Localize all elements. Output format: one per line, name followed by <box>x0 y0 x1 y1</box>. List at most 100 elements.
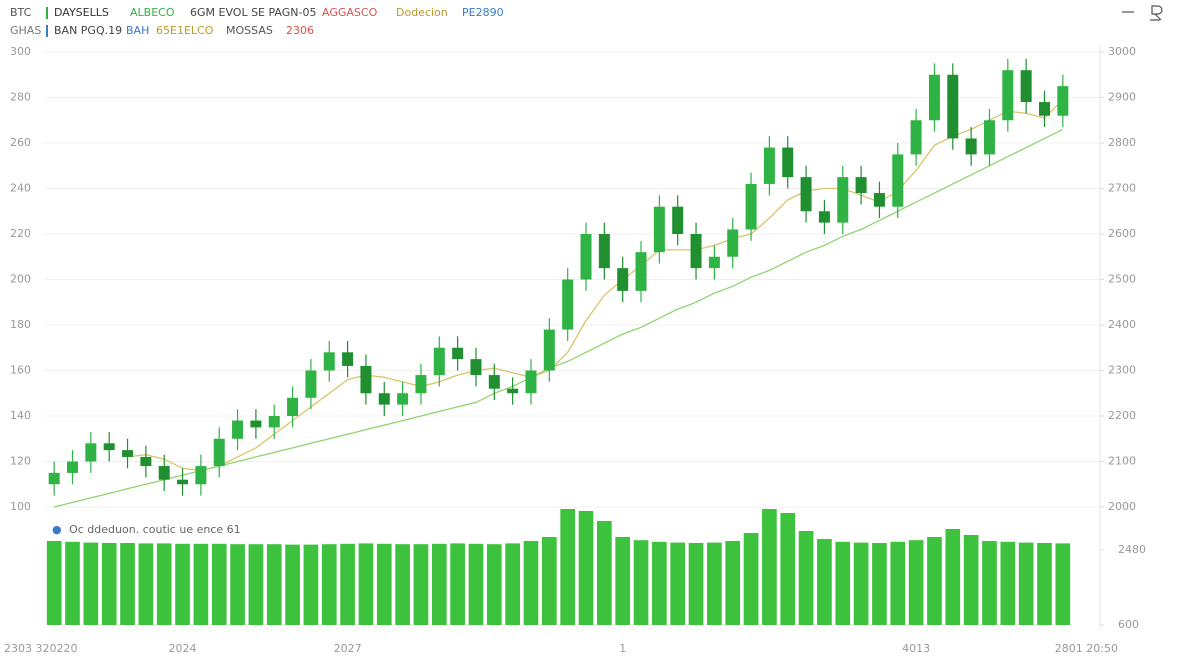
candle-body <box>268 416 280 428</box>
candle-body <box>103 443 115 451</box>
candle-body <box>653 206 665 253</box>
candle-body <box>1038 102 1050 116</box>
y2-tick-label: 3000 <box>1108 45 1136 58</box>
candle-body <box>67 461 79 473</box>
volume-bar <box>46 541 62 625</box>
candle-body <box>250 420 262 428</box>
volume-bar <box>633 540 649 625</box>
volume-bar <box>450 543 465 625</box>
volume-tick-label: 2480 <box>1118 543 1146 556</box>
candle-body <box>507 388 519 394</box>
volume-bar <box>83 542 99 625</box>
volume-bar <box>890 541 906 625</box>
volume-bar <box>707 542 722 625</box>
ma-line <box>54 128 1064 508</box>
y2-tick-label: 2900 <box>1108 91 1136 104</box>
legend-text: PE2890 <box>462 6 504 19</box>
legend-swatch <box>46 7 48 19</box>
volume-bar <box>963 535 979 625</box>
volume-bar <box>982 541 997 625</box>
volume-bar <box>908 540 924 625</box>
volume-bar <box>817 539 832 625</box>
legend-text: DAYSELLS <box>54 6 109 19</box>
x-tick-label: 4013 <box>902 642 930 655</box>
volume-bar <box>138 543 154 625</box>
volume-bar <box>211 543 227 625</box>
volume-bar <box>743 533 759 625</box>
candle-body <box>378 393 390 405</box>
candle-body <box>617 268 629 291</box>
y-tick-label: 300 <box>10 45 31 58</box>
volume-bar <box>248 544 264 625</box>
symbol-sub: GHAS <box>10 24 41 37</box>
volume-bar <box>670 542 686 625</box>
legend-text: Dodecion <box>396 6 448 19</box>
y-tick-label: 120 <box>10 455 31 468</box>
y2-tick-label: 2700 <box>1108 182 1136 195</box>
x-tick-label: 2303 320220 <box>4 642 77 655</box>
y2-tick-label: 2500 <box>1108 273 1136 286</box>
candle-body <box>177 479 189 485</box>
volume-bar <box>468 543 484 625</box>
volume-bar <box>340 543 355 625</box>
volume-bar <box>376 543 392 625</box>
volume-bar <box>486 544 502 625</box>
volume-bar <box>853 542 869 625</box>
candle-body <box>470 359 482 376</box>
volume-bar <box>1055 543 1071 625</box>
candle-body <box>837 177 849 223</box>
legend-text: BAN PGQ.19 <box>54 24 122 37</box>
volume-bar <box>1000 541 1016 625</box>
candle-body <box>818 211 830 223</box>
volume-bar <box>303 544 319 625</box>
candle-body <box>287 397 299 416</box>
candle-body <box>800 177 812 212</box>
x-tick-label: 1 <box>619 642 626 655</box>
volume-bar <box>872 543 887 625</box>
candle-body <box>727 229 739 257</box>
volume-dot: ● <box>52 523 62 536</box>
y-tick-label: 200 <box>10 273 31 286</box>
volume-bar <box>725 541 741 625</box>
candle-body <box>983 120 995 155</box>
volume-bar <box>120 543 135 625</box>
volume-bar <box>597 521 612 625</box>
candle-body <box>543 329 555 371</box>
volume-tick-label: 600 <box>1118 618 1139 631</box>
legend-text: 65E1ELCO <box>156 24 214 37</box>
volume-bar <box>193 543 209 625</box>
legend-text: AGGASCO <box>322 6 378 19</box>
legend-text: 6GM EVOL SE PAGN-05 <box>190 6 316 19</box>
volume-label: ● Oc ddeduon. coutic ue ence 61 <box>52 523 241 536</box>
y2-tick-label: 2400 <box>1108 318 1136 331</box>
candle-body <box>947 74 959 139</box>
grid <box>45 51 1100 508</box>
candle-body <box>323 352 335 371</box>
volume-bar <box>688 543 704 625</box>
volume-bar <box>1018 542 1034 625</box>
candle-body <box>452 347 464 360</box>
candle-body <box>305 370 317 398</box>
candle-body <box>360 365 372 394</box>
volume-bar <box>945 529 961 625</box>
ma-line <box>127 99 1064 472</box>
y2-tick-label: 2000 <box>1108 500 1136 513</box>
volume-bar <box>652 541 667 625</box>
x-tick-label: 2024 <box>169 642 197 655</box>
legend-text: ALBECO <box>130 6 175 19</box>
candle-body <box>342 352 354 366</box>
volume-bar <box>523 541 539 625</box>
candle-body <box>965 138 977 155</box>
y-tick-label: 100 <box>10 500 31 513</box>
legend-text: MOSSAS <box>226 24 273 37</box>
y-tick-label: 140 <box>10 409 31 422</box>
candle-body <box>85 443 97 462</box>
volume-bar <box>541 537 557 625</box>
volume-bar <box>175 543 190 625</box>
candle-body <box>48 472 60 485</box>
candle-body <box>397 393 409 405</box>
settings-icon[interactable] <box>1150 5 1163 21</box>
candle-body <box>580 234 592 280</box>
volume-bar <box>156 543 172 625</box>
